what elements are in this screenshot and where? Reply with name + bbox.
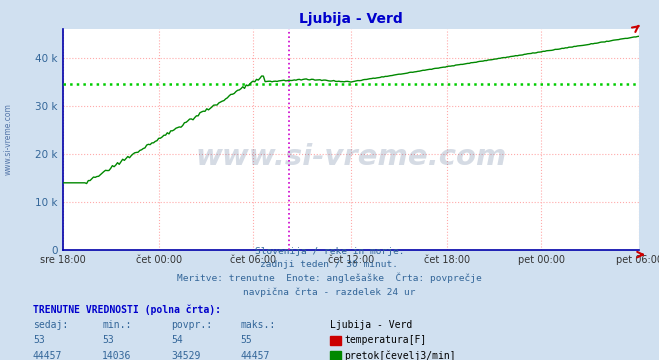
Text: Slovenija / reke in morje.: Slovenija / reke in morje.: [255, 247, 404, 256]
Text: pretok[čevelj3/min]: pretok[čevelj3/min]: [344, 350, 455, 360]
Text: TRENUTNE VREDNOSTI (polna črta):: TRENUTNE VREDNOSTI (polna črta):: [33, 305, 221, 315]
Text: 53: 53: [102, 336, 114, 346]
Text: zadnji teden / 30 minut.: zadnji teden / 30 minut.: [260, 261, 399, 270]
Text: 44457: 44457: [241, 351, 270, 360]
Title: Ljubija - Verd: Ljubija - Verd: [299, 12, 403, 26]
Text: sedaj:: sedaj:: [33, 320, 68, 330]
Text: 53: 53: [33, 336, 45, 346]
Text: maks.:: maks.:: [241, 320, 275, 330]
Text: 14036: 14036: [102, 351, 132, 360]
Text: 54: 54: [171, 336, 183, 346]
Text: www.si-vreme.com: www.si-vreme.com: [195, 143, 507, 171]
Text: Meritve: trenutne  Enote: anglešaške  Črta: povprečje: Meritve: trenutne Enote: anglešaške Črta…: [177, 273, 482, 283]
Text: Ljubija - Verd: Ljubija - Verd: [330, 320, 412, 330]
Text: 34529: 34529: [171, 351, 201, 360]
Text: www.si-vreme.com: www.si-vreme.com: [3, 103, 13, 175]
Text: povpr.:: povpr.:: [171, 320, 212, 330]
Text: 55: 55: [241, 336, 252, 346]
Text: temperatura[F]: temperatura[F]: [344, 336, 426, 346]
Text: 44457: 44457: [33, 351, 63, 360]
Text: navpična črta - razdelek 24 ur: navpična črta - razdelek 24 ur: [243, 287, 416, 297]
Text: min.:: min.:: [102, 320, 132, 330]
